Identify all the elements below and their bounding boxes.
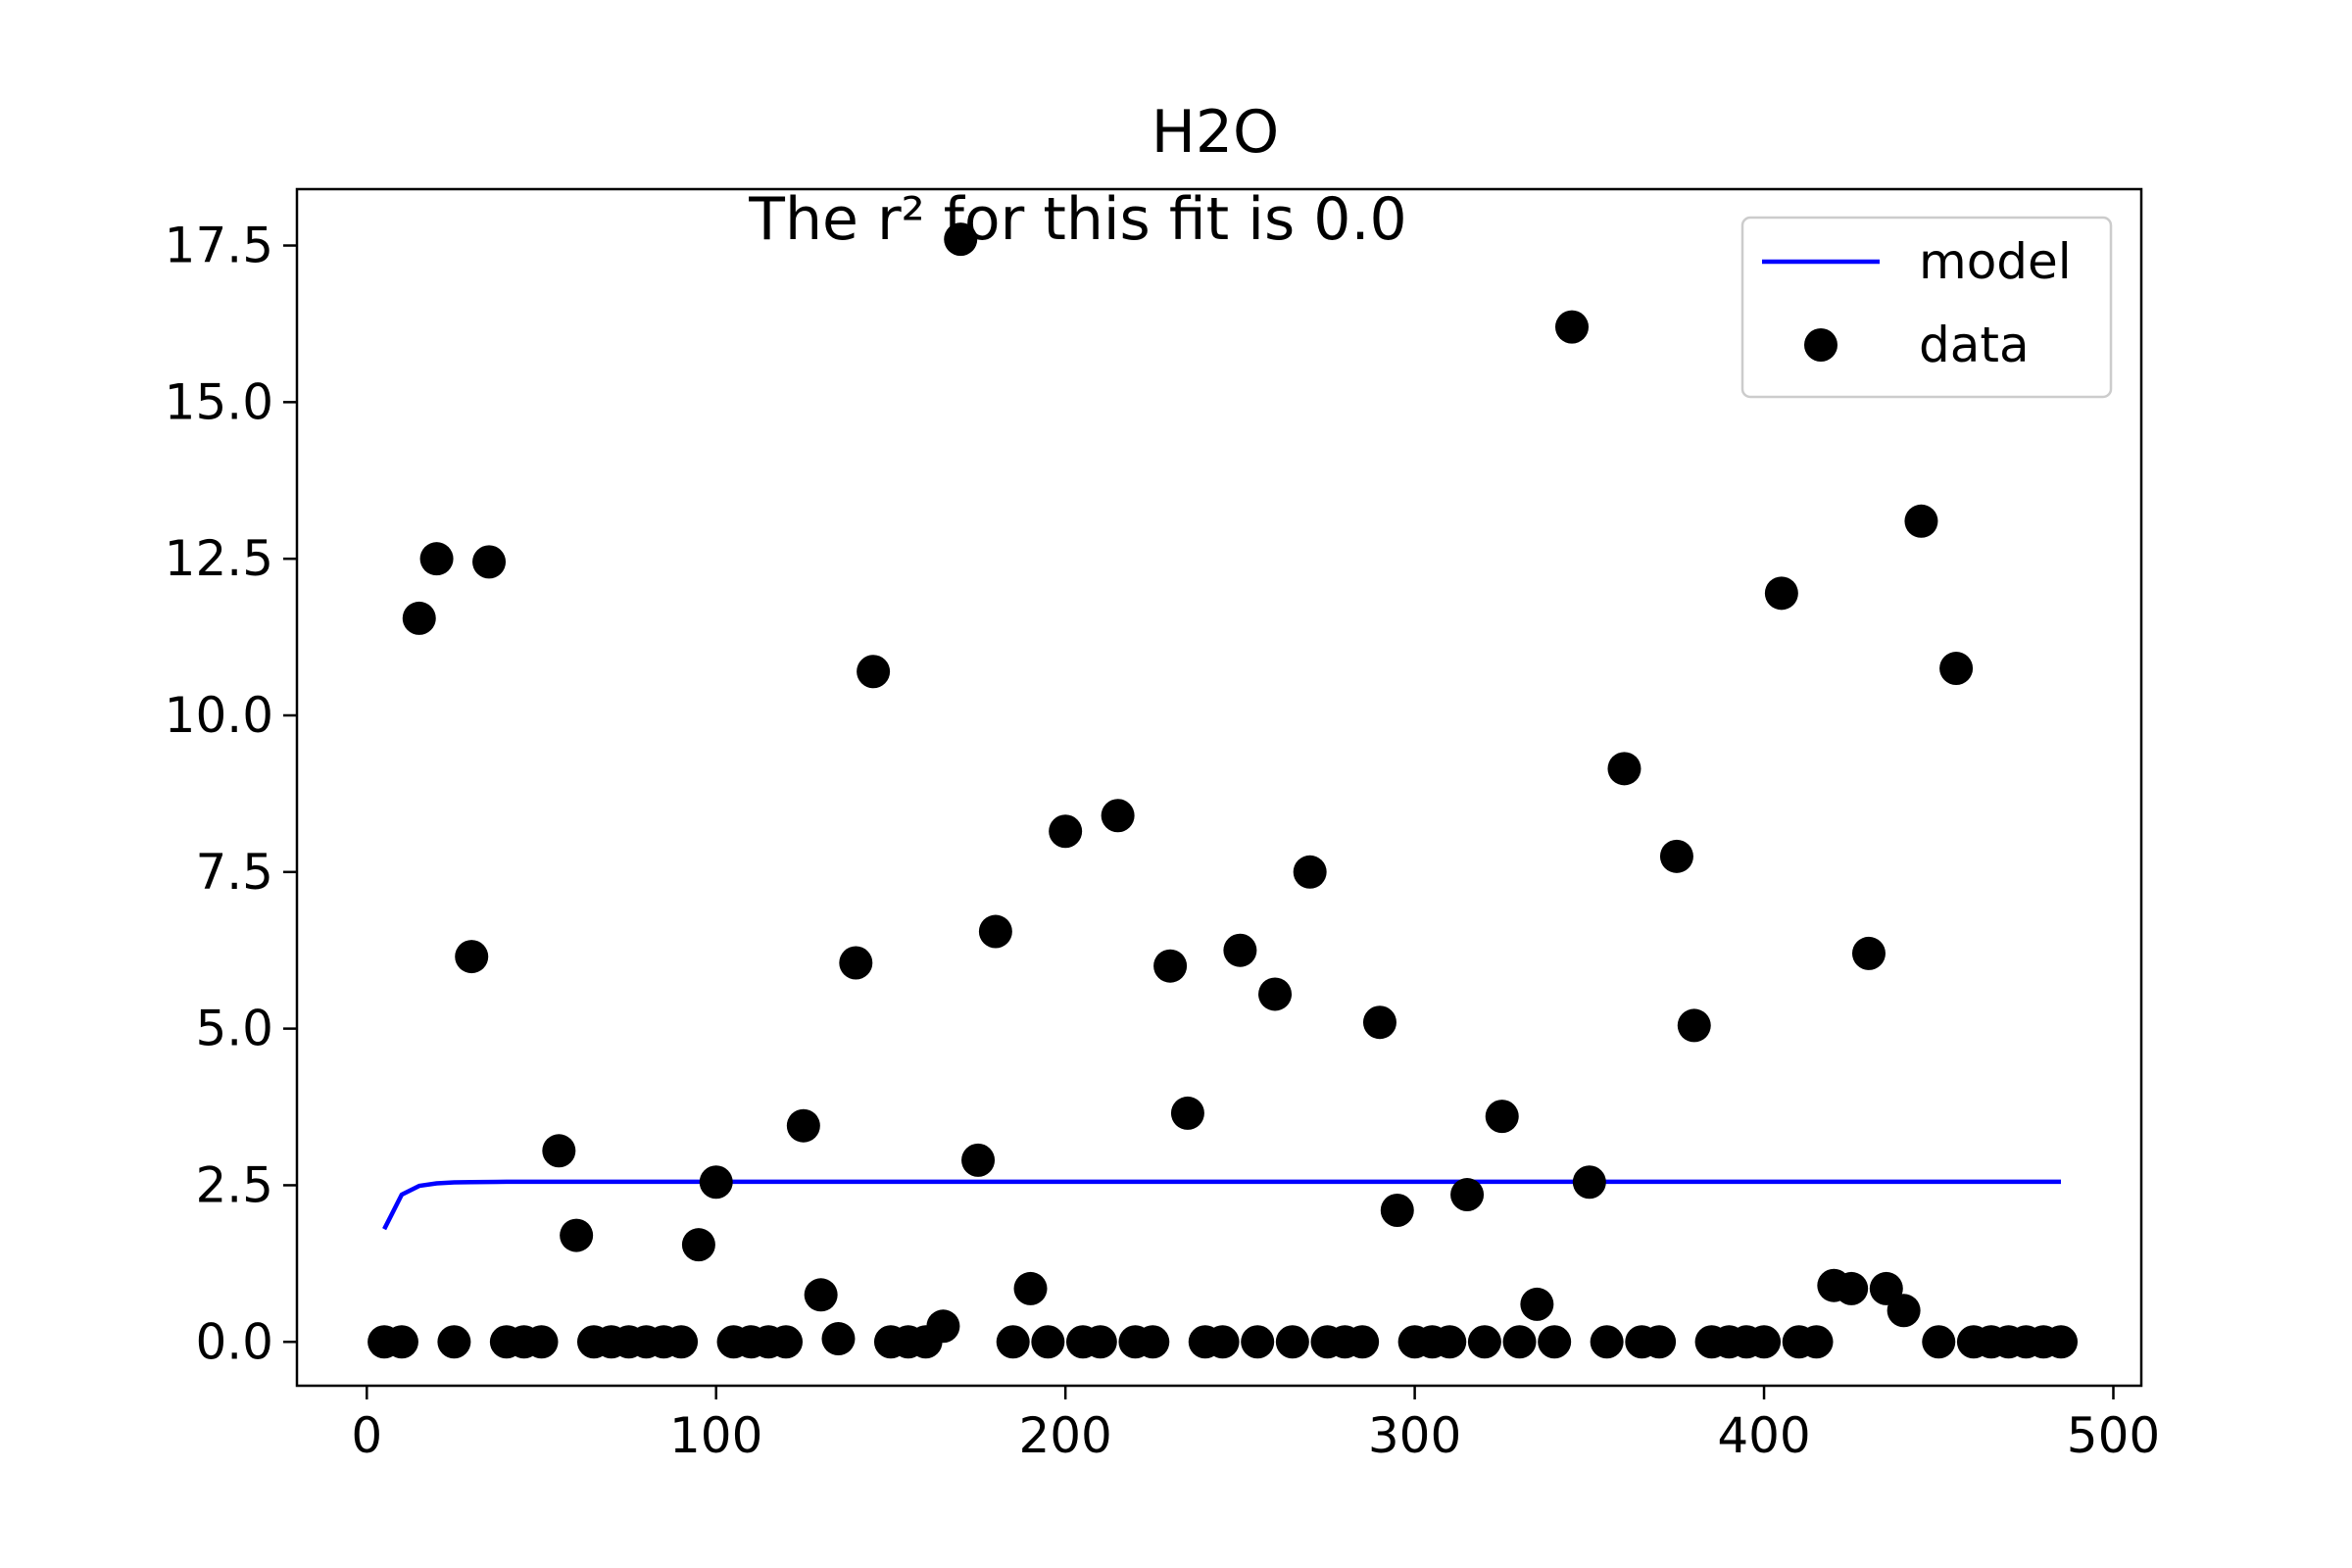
data-point: [455, 940, 489, 974]
legend-marker-swatch: [1804, 328, 1838, 362]
data-point: [542, 1134, 576, 1168]
data-point: [1101, 799, 1135, 833]
data-point: [1362, 1005, 1396, 1040]
data-point: [786, 1108, 820, 1143]
data-point: [1346, 1325, 1380, 1359]
x-tick-label: 0: [351, 1407, 382, 1464]
data-point: [996, 1325, 1030, 1359]
data-point: [524, 1325, 559, 1359]
data-point: [1380, 1194, 1414, 1228]
data-point: [1555, 310, 1590, 344]
data-point: [1485, 1100, 1519, 1134]
data-point: [1258, 977, 1293, 1011]
data-point: [961, 1143, 996, 1177]
y-tick-label: 2.5: [195, 1156, 273, 1213]
data-point: [560, 1218, 594, 1252]
x-tick-label: 300: [1368, 1407, 1461, 1464]
data-point: [1450, 1178, 1485, 1212]
data-point: [1502, 1325, 1537, 1359]
data-point: [1764, 576, 1798, 611]
data-point: [1293, 855, 1327, 889]
x-tick-label: 100: [669, 1407, 762, 1464]
data-point: [437, 1325, 471, 1359]
data-point: [1642, 1325, 1677, 1359]
data-point: [1747, 1325, 1782, 1359]
data-point: [1851, 936, 1886, 970]
data-point: [1241, 1325, 1275, 1359]
model-series: [382, 1179, 2062, 1231]
data-point: [1922, 1325, 1956, 1359]
legend-label: data: [1919, 317, 2030, 373]
data-point: [1659, 839, 1693, 873]
axes: 0 100 200 300 400 500 0.0 2.5 5.0 7.5 10.0 12.5 15.0…: [165, 187, 2160, 1464]
data-point: [384, 1325, 418, 1359]
data-series: [368, 222, 2079, 1359]
legend-label: model: [1919, 233, 2072, 290]
data-point: [699, 1165, 733, 1200]
model-line: [382, 1179, 2062, 1231]
data-point: [769, 1325, 804, 1359]
data-point: [839, 946, 873, 980]
y-tick-label: 7.5: [195, 844, 273, 901]
data-point: [2044, 1325, 2079, 1359]
data-point: [1835, 1271, 1869, 1305]
data-point: [1799, 1325, 1834, 1359]
data-point: [1153, 949, 1188, 983]
data-point: [1677, 1008, 1711, 1043]
data-point: [978, 914, 1012, 949]
x-tick-label: 400: [1717, 1407, 1810, 1464]
chart-title: H2O: [1152, 98, 1280, 167]
data-point: [1433, 1325, 1467, 1359]
data-point: [1939, 652, 1974, 686]
y-tick-label: 0.0: [195, 1313, 273, 1370]
data-point: [402, 601, 436, 635]
data-point: [1049, 814, 1083, 849]
legend: model data: [1740, 216, 2113, 399]
data-point: [1520, 1287, 1554, 1321]
data-point: [1136, 1325, 1170, 1359]
data-point: [804, 1278, 838, 1312]
data-point: [1223, 933, 1257, 967]
y-tick-label: 15.0: [165, 373, 273, 430]
data-point: [664, 1325, 699, 1359]
data-point: [821, 1322, 856, 1356]
fit-annotation: The r² for this fit is 0.0: [748, 185, 1406, 254]
data-point: [1572, 1165, 1606, 1200]
data-point: [926, 1309, 960, 1344]
x-tick-label: 200: [1018, 1407, 1111, 1464]
data-point: [944, 222, 978, 257]
data-point: [857, 655, 891, 689]
y-tick-label: 10.0: [165, 687, 273, 744]
y-tick-label: 5.0: [195, 1001, 273, 1057]
data-point: [1205, 1325, 1240, 1359]
data-point: [1467, 1325, 1501, 1359]
plot-frame: [295, 187, 2143, 1388]
data-point: [1275, 1325, 1309, 1359]
data-point: [1170, 1096, 1204, 1130]
y-tick-label: 12.5: [165, 530, 273, 587]
y-tick-label: 17.5: [165, 218, 273, 274]
data-point: [419, 542, 454, 576]
data-point: [1607, 752, 1642, 786]
data-point: [1904, 504, 1938, 538]
x-tick-label: 500: [2067, 1407, 2160, 1464]
data-point: [1590, 1325, 1624, 1359]
data-point: [1083, 1325, 1117, 1359]
data-point: [472, 545, 507, 579]
data-point: [1538, 1325, 1572, 1359]
data-point: [1031, 1325, 1065, 1359]
data-point: [1013, 1271, 1048, 1305]
data-point: [1886, 1294, 1921, 1328]
data-point: [681, 1228, 715, 1262]
